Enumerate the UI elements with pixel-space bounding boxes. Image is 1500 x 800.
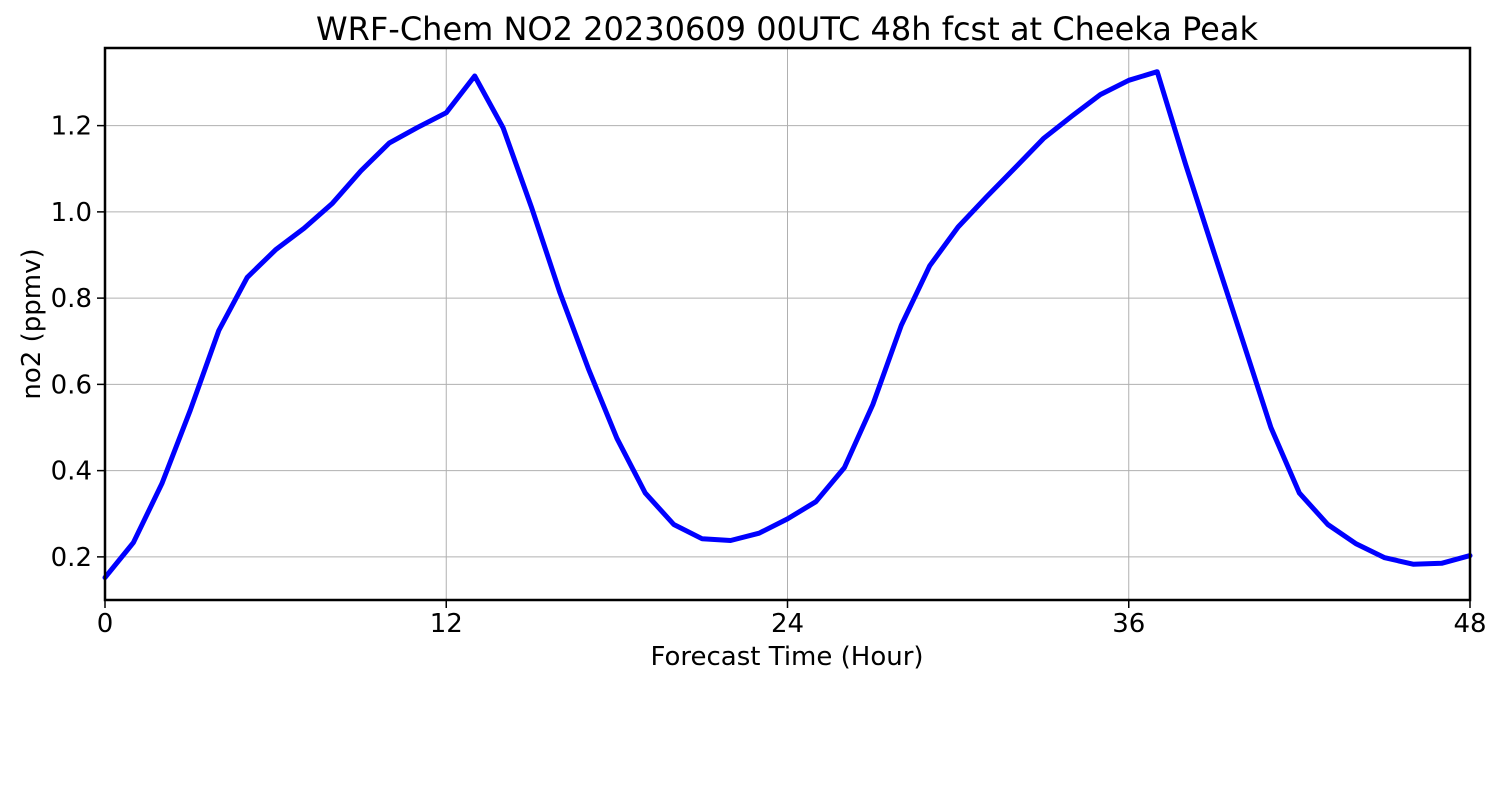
y-axis-ticks: 0.2 0.4 0.6 0.8 1.0 1.2 bbox=[51, 112, 105, 573]
y-tick-label: 0.6 bbox=[51, 370, 92, 400]
x-tick-label: 0 bbox=[97, 609, 114, 639]
series-layer bbox=[102, 69, 1473, 581]
y-tick-label: 0.2 bbox=[51, 543, 92, 573]
x-tick-label: 36 bbox=[1112, 609, 1145, 639]
y-tick-label: 1.2 bbox=[51, 112, 92, 142]
x-axis-ticks: 0 12 24 36 48 bbox=[97, 600, 1487, 639]
chart-title: WRF-Chem NO2 20230609 00UTC 48h fcst at … bbox=[316, 10, 1258, 48]
x-tick-label: 12 bbox=[430, 609, 463, 639]
x-axis-label: Forecast Time (Hour) bbox=[650, 642, 923, 672]
x-tick-label: 48 bbox=[1453, 609, 1486, 639]
y-tick-label: 0.8 bbox=[51, 284, 92, 314]
y-tick-label: 0.4 bbox=[51, 457, 92, 487]
x-tick-label: 24 bbox=[771, 609, 804, 639]
y-tick-label: 1.0 bbox=[51, 198, 92, 228]
no2-series-line bbox=[102, 69, 1473, 581]
y-axis-label: no2 (ppmv) bbox=[17, 248, 47, 399]
